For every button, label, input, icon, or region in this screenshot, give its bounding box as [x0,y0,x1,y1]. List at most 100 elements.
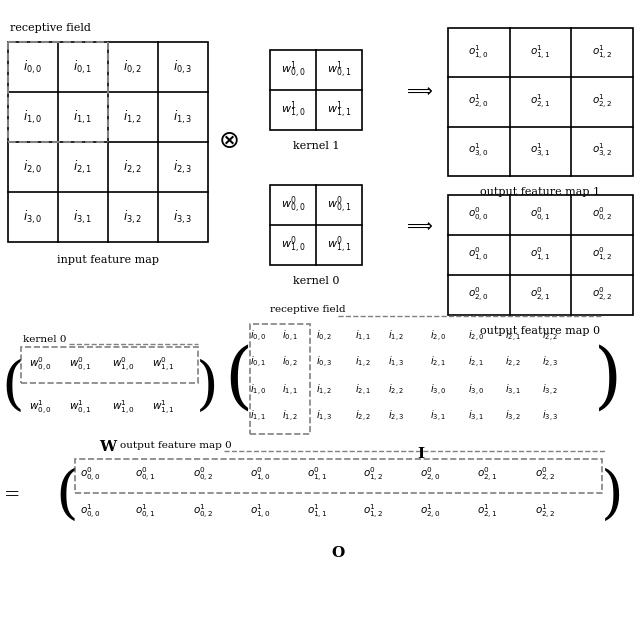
Text: $w^0_{1,0}$: $w^0_{1,0}$ [281,234,305,256]
Text: $i_{1,3}$: $i_{1,3}$ [173,108,193,126]
Text: $o^1_{0,2}$: $o^1_{0,2}$ [193,503,213,521]
Text: $o^1_{1,0}$: $o^1_{1,0}$ [468,44,489,62]
Text: $i_{2,1}$: $i_{2,1}$ [355,383,371,397]
Text: $i_{3,3}$: $i_{3,3}$ [542,408,558,424]
Text: $w^1_{1,0}$: $w^1_{1,0}$ [281,100,305,121]
Text: $i_{0,1}$: $i_{0,1}$ [250,354,266,370]
Text: $o^0_{1,0}$: $o^0_{1,0}$ [468,246,489,264]
Bar [270,185,362,265]
Text: $o^1_{0,1}$: $o^1_{0,1}$ [134,503,156,521]
Text: $o^1_{0,0}$: $o^1_{0,0}$ [79,503,100,521]
Text: $i_{3,1}$: $i_{3,1}$ [74,208,93,226]
Text: $i_{3,1}$: $i_{3,1}$ [505,383,521,397]
Text: $i_{2,2}$: $i_{2,2}$ [388,383,404,397]
Text: receptive field: receptive field [270,306,346,315]
Text: ): ) [196,359,218,415]
Text: $w^1_{0,1}$: $w^1_{0,1}$ [327,60,351,80]
Text: $o^1_{3,1}$: $o^1_{3,1}$ [530,143,551,160]
Text: $o^0_{1,1}$: $o^0_{1,1}$ [307,466,327,484]
Text: $o^1_{2,1}$: $o^1_{2,1}$ [477,503,497,521]
Text: $i_{3,0}$: $i_{3,0}$ [23,208,43,226]
Text: $w^1_{0,1}$: $w^1_{0,1}$ [68,399,92,417]
Bar [21,347,198,383]
Text: $i_{1,0}$: $i_{1,0}$ [23,108,43,126]
Text: $i_{2,3}$: $i_{2,3}$ [173,159,193,176]
Text: $i_{2,0}$: $i_{2,0}$ [23,159,43,176]
Text: receptive field: receptive field [10,23,91,33]
Text: ): ) [600,468,623,524]
Text: $i_{1,2}$: $i_{1,2}$ [124,108,143,126]
Text: $i_{0,2}$: $i_{0,2}$ [124,58,143,76]
Text: $o^0_{2,1}$: $o^0_{2,1}$ [477,466,497,484]
Text: $o^0_{0,1}$: $o^0_{0,1}$ [530,206,551,224]
Bar [270,50,362,130]
Text: $i_{1,1}$: $i_{1,1}$ [250,408,266,424]
Text: $w^1_{0,0}$: $w^1_{0,0}$ [281,60,305,80]
Text: $o^0_{1,2}$: $o^0_{1,2}$ [592,246,612,264]
Text: $o^0_{1,0}$: $o^0_{1,0}$ [250,466,271,484]
Text: $i_{3,1}$: $i_{3,1}$ [468,408,484,424]
Text: output feature map 1: output feature map 1 [481,187,600,197]
Text: $o^1_{1,1}$: $o^1_{1,1}$ [307,503,327,521]
Text: $\Longrightarrow$: $\Longrightarrow$ [403,216,433,234]
Text: $i_{2,0}$: $i_{2,0}$ [430,329,446,343]
Text: $o^0_{0,0}$: $o^0_{0,0}$ [79,466,100,484]
Text: $o^1_{1,0}$: $o^1_{1,0}$ [250,503,271,521]
Text: $o^1_{2,1}$: $o^1_{2,1}$ [530,93,551,111]
Text: $o^0_{2,2}$: $o^0_{2,2}$ [535,466,556,484]
Text: output feature map 0: output feature map 0 [481,326,600,336]
Text: $i_{2,1}$: $i_{2,1}$ [468,354,484,370]
Text: $w^0_{0,1}$: $w^0_{0,1}$ [327,195,351,216]
Text: $i_{1,0}$: $i_{1,0}$ [250,383,266,397]
Text: $o^1_{2,2}$: $o^1_{2,2}$ [535,503,556,521]
Text: $o^0_{2,0}$: $o^0_{2,0}$ [468,286,489,304]
Text: $o^1_{3,0}$: $o^1_{3,0}$ [468,143,489,160]
Text: $o^0_{2,1}$: $o^0_{2,1}$ [530,286,551,304]
Text: $w^1_{0,0}$: $w^1_{0,0}$ [29,399,51,417]
Text: $o^0_{1,2}$: $o^0_{1,2}$ [363,466,383,484]
Text: $o^0_{0,2}$: $o^0_{0,2}$ [592,206,612,224]
Bar [448,195,633,315]
Text: $i_{0,2}$: $i_{0,2}$ [282,354,298,370]
Text: $i_{0,2}$: $i_{0,2}$ [316,329,332,343]
Text: $w^0_{0,0}$: $w^0_{0,0}$ [29,356,51,374]
Text: $w^1_{1,1}$: $w^1_{1,1}$ [152,399,175,417]
Text: $o^1_{2,0}$: $o^1_{2,0}$ [420,503,440,521]
Text: $i_{2,2}$: $i_{2,2}$ [124,159,143,176]
Text: (: ( [2,359,24,415]
Bar [250,324,310,434]
Text: (: ( [56,468,78,524]
Text: $i_{0,1}$: $i_{0,1}$ [282,329,298,343]
Text: (: ( [224,343,252,414]
Text: $i_{1,1}$: $i_{1,1}$ [355,329,371,343]
Text: $i_{2,2}$: $i_{2,2}$ [355,408,371,424]
Text: $i_{3,2}$: $i_{3,2}$ [124,208,143,226]
Text: ): ) [594,343,622,414]
Text: $w^1_{1,1}$: $w^1_{1,1}$ [327,100,351,121]
Text: $i_{2,3}$: $i_{2,3}$ [542,354,558,370]
Text: $i_{2,2}$: $i_{2,2}$ [505,354,521,370]
Text: $\otimes$: $\otimes$ [218,130,238,153]
Text: $o^0_{0,2}$: $o^0_{0,2}$ [193,466,213,484]
Text: $i_{2,1}$: $i_{2,1}$ [505,329,521,343]
Text: $w^0_{0,1}$: $w^0_{0,1}$ [68,356,92,374]
Text: $i_{2,3}$: $i_{2,3}$ [388,408,404,424]
Text: $o^0_{0,1}$: $o^0_{0,1}$ [134,466,156,484]
Text: $i_{0,3}$: $i_{0,3}$ [316,354,332,370]
Text: $o^0_{2,0}$: $o^0_{2,0}$ [420,466,440,484]
Text: $w^0_{1,1}$: $w^0_{1,1}$ [152,356,175,374]
Text: output feature map 0: output feature map 0 [120,440,232,449]
Text: kernel 0: kernel 0 [292,276,339,286]
Text: I: I [417,447,424,461]
Text: $i_{2,1}$: $i_{2,1}$ [430,354,446,370]
Text: $i_{1,2}$: $i_{1,2}$ [282,408,298,424]
Text: =: = [4,486,20,504]
Text: $i_{1,2}$: $i_{1,2}$ [355,354,371,370]
Text: $o^0_{1,1}$: $o^0_{1,1}$ [530,246,551,264]
Text: $o^1_{2,2}$: $o^1_{2,2}$ [592,93,612,111]
Text: $i_{0,0}$: $i_{0,0}$ [250,329,266,343]
Text: $i_{1,3}$: $i_{1,3}$ [316,408,332,424]
Text: $i_{1,1}$: $i_{1,1}$ [282,383,298,397]
Text: $o^1_{1,2}$: $o^1_{1,2}$ [592,44,612,62]
Text: $i_{3,0}$: $i_{3,0}$ [468,383,484,397]
